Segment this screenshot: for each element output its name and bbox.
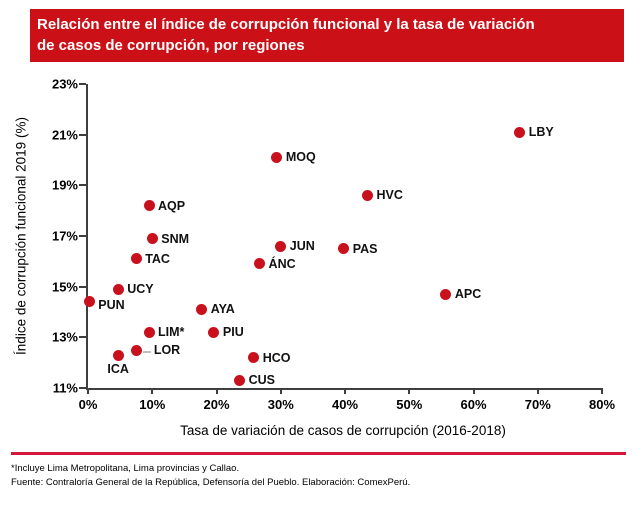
- y-axis-tick: [79, 235, 86, 237]
- data-point-APC: [440, 288, 452, 300]
- point-label-LIM*: LIM*: [158, 325, 185, 340]
- data-point-PAS: [338, 243, 350, 255]
- y-tick-label: 17%: [51, 228, 78, 244]
- data-point-ICA: [112, 349, 124, 361]
- point-label-MOQ: MOQ: [285, 150, 316, 165]
- point-label-HVC: HVC: [376, 188, 403, 203]
- data-point-PUN: [83, 296, 95, 308]
- x-tick-label: 60%: [460, 397, 487, 412]
- data-point-PIU: [208, 326, 220, 338]
- x-tick-label: 40%: [331, 397, 359, 412]
- y-tick-label: 23%: [51, 76, 78, 92]
- x-axis-tick: [279, 388, 282, 394]
- x-axis-tick: [408, 388, 411, 394]
- data-point-TAC: [130, 253, 142, 265]
- plot-area: 11% 13% 15% 17% 19% 21% 23% 0% 10% 20% 30% 40% 50% 60…: [52, 77, 615, 413]
- data-point-JUN: [275, 240, 287, 252]
- chart-title-line-2: de casos de corrupción, por regiones: [37, 37, 305, 54]
- y-tick-label: 13%: [51, 329, 78, 345]
- y-axis-tick: [79, 285, 86, 288]
- point-label-CUS: CUS: [248, 373, 276, 388]
- y-axis-tick: [79, 133, 86, 136]
- y-axis-tick: [79, 387, 86, 389]
- chart-title-banner: Relación entre el índice de corrupción f…: [30, 9, 624, 62]
- point-label-UCY: UCY: [127, 282, 154, 297]
- x-axis-tick: [344, 388, 346, 394]
- data-point-ÁNC: [254, 258, 266, 270]
- x-tick-label: 70%: [524, 397, 551, 412]
- y-tick-label: 19%: [51, 177, 78, 193]
- chart-title-line-1: Relación entre el índice de corrupción f…: [37, 16, 535, 33]
- point-label-LOR: LOR: [153, 343, 181, 357]
- x-axis-title: Tasa de variación de casos de corrupción…: [180, 423, 506, 438]
- x-tick-label: 30%: [267, 397, 294, 412]
- data-point-LOR: [131, 344, 143, 356]
- y-tick-label: 11%: [52, 380, 78, 396]
- point-label-AQP: AQP: [158, 198, 186, 213]
- point-label-APC: APC: [454, 287, 482, 302]
- x-axis-tick: [215, 388, 218, 394]
- label-leader-line: [142, 351, 151, 353]
- data-point-AQP: [143, 200, 155, 212]
- point-label-PUN: PUN: [98, 297, 125, 312]
- x-tick-label: 50%: [396, 397, 423, 412]
- source-note: Fuente: Contraloría General de la Repúbl…: [11, 477, 411, 488]
- footer-divider: [11, 452, 626, 455]
- point-label-ICA: ICA: [107, 362, 129, 377]
- data-point-SNM: [146, 233, 158, 245]
- point-label-PAS: PAS: [352, 241, 378, 256]
- x-axis-tick: [472, 388, 475, 394]
- x-tick-label: 10%: [139, 397, 166, 412]
- point-label-LBY: LBY: [528, 125, 554, 140]
- point-label-AYA: AYA: [210, 302, 235, 317]
- point-label-ÁNC: ÁNC: [268, 256, 296, 271]
- footnote: *Incluye Lima Metropolitana, Lima provin…: [11, 463, 240, 474]
- data-point-AYA: [196, 303, 208, 315]
- data-point-UCY: [112, 283, 124, 295]
- data-point-MOQ: [271, 151, 283, 163]
- data-point-CUS: [234, 374, 246, 386]
- point-label-HCO: HCO: [262, 350, 291, 365]
- y-axis-tick: [79, 184, 86, 187]
- y-tick-label: 21%: [51, 127, 78, 143]
- x-tick-label: 20%: [203, 397, 230, 412]
- y-axis-title: Índice de corrupción funcional 2019 (%): [13, 117, 29, 355]
- y-tick-label: 15%: [51, 279, 78, 295]
- x-tick-label: 0%: [78, 397, 98, 412]
- data-point-HCO: [248, 352, 260, 364]
- point-label-TAC: TAC: [145, 251, 170, 266]
- x-axis-tick: [536, 388, 539, 394]
- x-tick-label: 80%: [588, 397, 616, 412]
- point-label-JUN: JUN: [289, 239, 315, 254]
- y-axis-tick: [79, 83, 86, 85]
- x-axis-tick: [87, 388, 89, 394]
- data-point-HVC: [361, 189, 373, 201]
- point-label-PIU: PIU: [222, 325, 244, 340]
- data-point-LBY: [514, 126, 526, 138]
- x-axis-tick: [151, 388, 154, 394]
- y-axis-tick: [79, 336, 86, 339]
- point-label-SNM: SNM: [161, 231, 190, 246]
- x-axis-tick: [601, 388, 603, 394]
- data-point-LIM*: [143, 326, 155, 338]
